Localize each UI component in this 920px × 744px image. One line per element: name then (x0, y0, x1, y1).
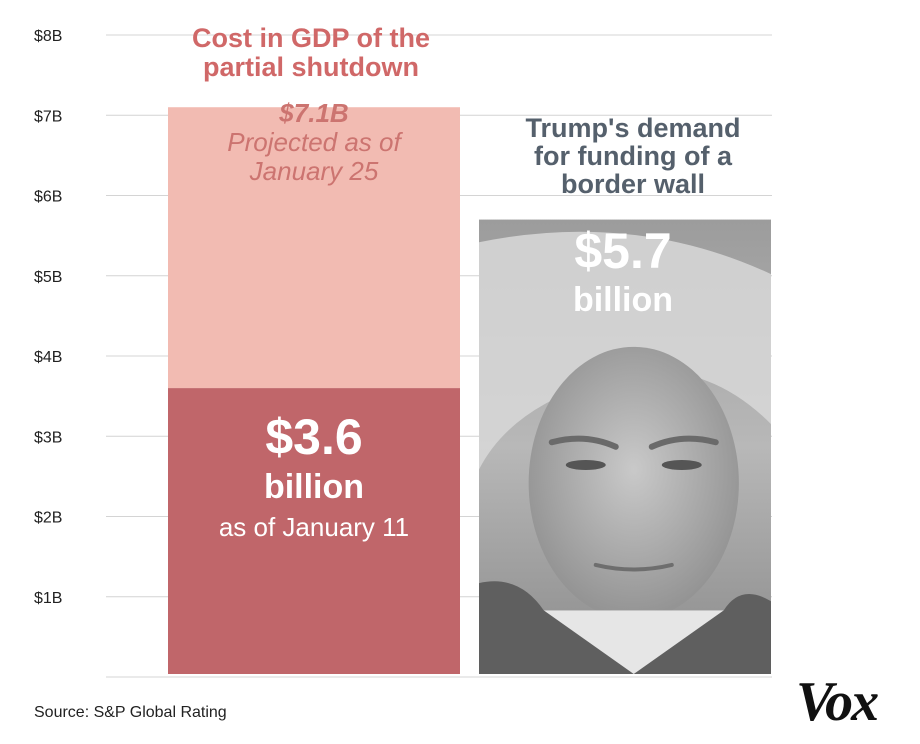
y-tick-label: $6B (34, 189, 62, 206)
projected-caption-line-1: Projected as of (227, 127, 403, 157)
y-tick-label: $2B (34, 510, 62, 527)
wall-title-line-2: for funding of a (534, 141, 733, 171)
current-value-label: $3.6 (265, 409, 362, 465)
projected-caption-line-2: January 25 (249, 156, 379, 186)
shutdown-title-line-1: Cost in GDP of the (192, 23, 430, 53)
bar-projected-jan-25 (168, 107, 460, 389)
shutdown-title-line-2: partial shutdown (203, 52, 419, 82)
bar-as-of-jan-11 (168, 388, 460, 674)
source-note: Source: S&P Global Rating (34, 704, 227, 721)
wall-title-line-1: Trump's demand (526, 113, 741, 143)
bar-border-wall (479, 219, 771, 674)
y-axis-ticks: $1B $2B $3B $4B $5B $6B $7B $8B (34, 28, 62, 607)
y-tick-label: $1B (34, 590, 62, 607)
wall-value-label: $5.7 (574, 223, 671, 279)
y-tick-label: $4B (34, 349, 62, 366)
vox-logo: Vox (796, 671, 879, 733)
y-tick-label: $8B (34, 28, 62, 45)
trump-portrait (479, 231, 771, 674)
current-unit-label: billion (264, 468, 364, 506)
wall-title-line-3: border wall (561, 169, 705, 199)
y-tick-label: $5B (34, 269, 62, 286)
projected-value-label: $7.1B (278, 98, 348, 128)
y-tick-label: $7B (34, 108, 62, 125)
wall-unit-label: billion (573, 281, 673, 319)
current-date-label: as of January 11 (219, 512, 409, 542)
y-tick-label: $3B (34, 429, 62, 446)
